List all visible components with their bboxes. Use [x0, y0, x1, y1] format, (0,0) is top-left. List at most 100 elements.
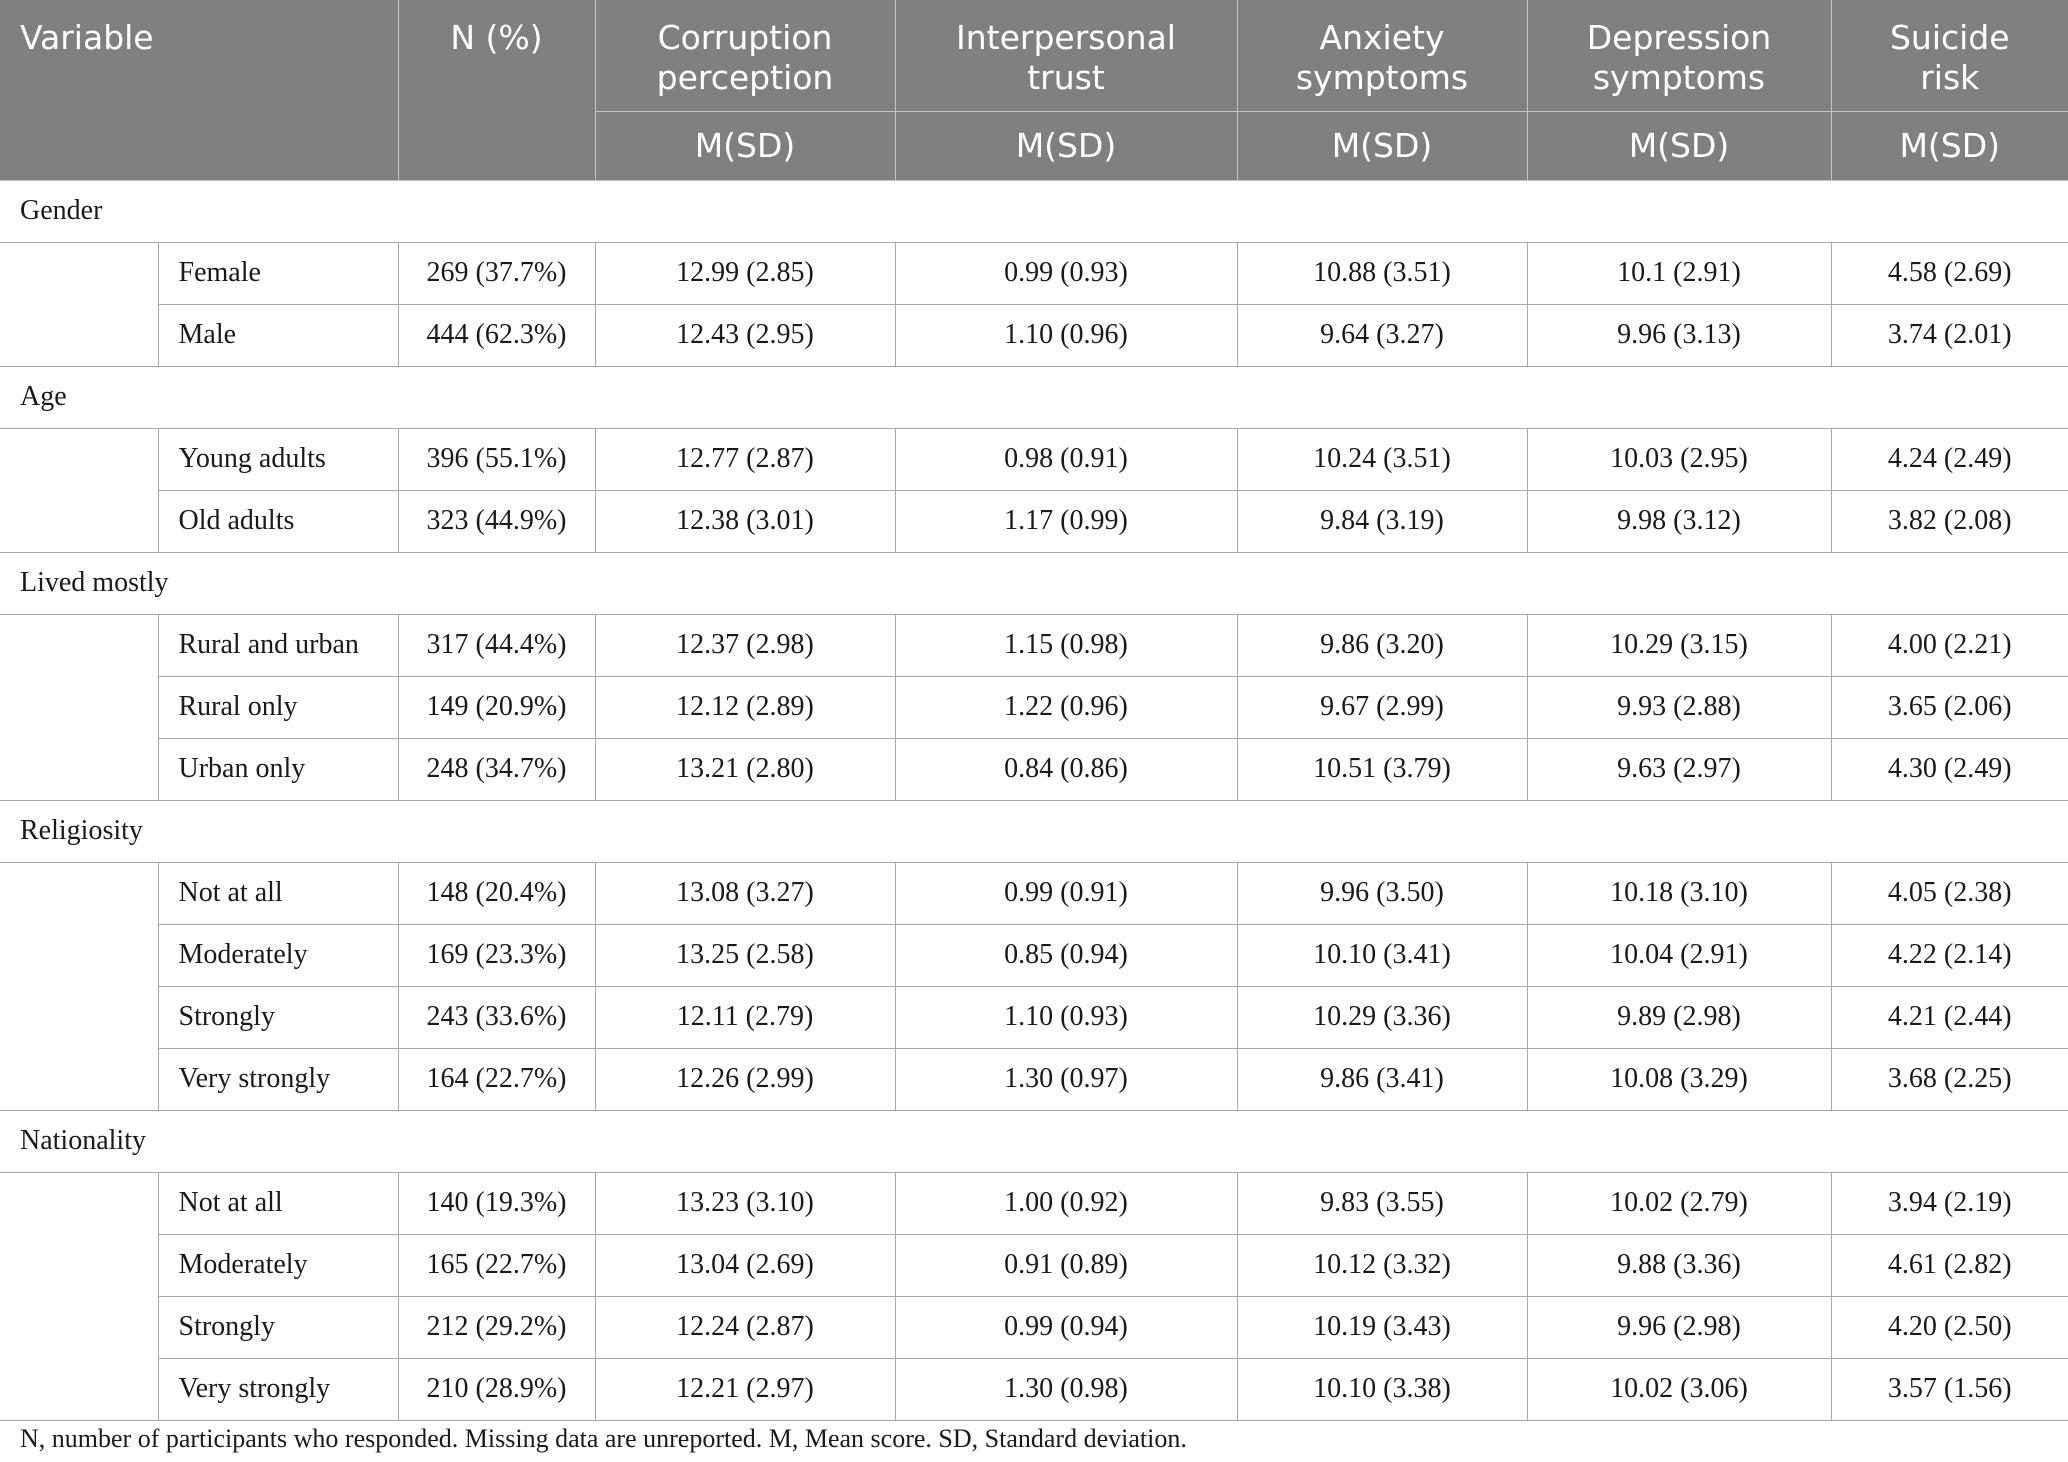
n-percent-cell: 210 (28.9%) — [397, 1357, 596, 1421]
value-cell: 1.00 (0.92) — [894, 1171, 1238, 1235]
value-cell: 10.24 (3.51) — [1236, 427, 1528, 491]
suicide-risk-header: Suicide risk — [1831, 0, 2068, 112]
msd-subheader: M(SD) — [1831, 111, 2068, 181]
value-cell: 13.04 (2.69) — [594, 1233, 896, 1297]
value-cell: 4.61 (2.82) — [1830, 1233, 2068, 1297]
value-cell: 3.68 (2.25) — [1830, 1047, 2068, 1111]
value-cell: 10.02 (2.79) — [1526, 1171, 1832, 1235]
value-cell: 12.37 (2.98) — [594, 613, 896, 677]
n-percent-cell: 140 (19.3%) — [397, 1171, 596, 1235]
n-percent-cell: 396 (55.1%) — [397, 427, 596, 491]
indent-cell — [0, 861, 159, 1111]
table-row: Not at all 140 (19.3%) 13.23 (3.10) 1.00 (0… — [0, 1171, 2068, 1421]
value-cell: 4.21 (2.44) — [1830, 985, 2068, 1049]
value-cell: 3.65 (2.06) — [1830, 675, 2068, 739]
n-percent-cell: 169 (23.3%) — [397, 923, 596, 987]
value-cell: 9.63 (2.97) — [1526, 737, 1832, 801]
n-percent-header: N (%) — [398, 0, 596, 181]
row-label: Strongly — [158, 985, 399, 1049]
n-percent-cell: 444 (62.3%) — [397, 303, 596, 367]
value-cell: 0.85 (0.94) — [894, 923, 1238, 987]
table-row: Moderately 165 (22.7%) 13.04 (2.69) 0.91 (0… — [0, 1233, 2068, 1297]
group-row: Lived mostly — [0, 551, 2068, 615]
table-header: Variable N (%) Corruption perception Inte… — [0, 0, 2068, 181]
value-cell: 12.11 (2.79) — [594, 985, 896, 1049]
value-cell: 12.24 (2.87) — [594, 1295, 896, 1359]
value-cell: 10.29 (3.15) — [1526, 613, 1832, 677]
value-cell: 10.1 (2.91) — [1526, 241, 1832, 305]
value-cell: 3.57 (1.56) — [1830, 1357, 2068, 1421]
table-row: Not at all 148 (20.4%) 13.08 (3.27) 0.99 (0… — [0, 861, 2068, 1111]
value-cell: 10.02 (3.06) — [1526, 1357, 1832, 1421]
table-row: Old adults 323 (44.9%) 12.38 (3.01) 1.17 (0… — [0, 489, 2068, 553]
descriptive-statistics-table: Variable N (%) Corruption perception Inte… — [0, 0, 2068, 1421]
value-cell: 10.04 (2.91) — [1526, 923, 1832, 987]
value-cell: 9.96 (3.50) — [1236, 861, 1528, 925]
row-label: Male — [158, 303, 399, 367]
table-row: Male 444 (62.3%) 12.43 (2.95) 1.10 (0.96) 9.… — [0, 303, 2068, 367]
value-cell: 10.51 (3.79) — [1236, 737, 1528, 801]
group-label: Lived mostly — [0, 551, 2068, 615]
value-cell: 10.18 (3.10) — [1526, 861, 1832, 925]
value-cell: 4.05 (2.38) — [1830, 861, 2068, 925]
value-cell: 10.19 (3.43) — [1236, 1295, 1528, 1359]
value-cell: 3.94 (2.19) — [1830, 1171, 2068, 1235]
indent-cell — [0, 427, 159, 553]
value-cell: 9.67 (2.99) — [1236, 675, 1528, 739]
value-cell: 10.03 (2.95) — [1526, 427, 1832, 491]
value-cell: 4.00 (2.21) — [1830, 613, 2068, 677]
value-cell: 13.23 (3.10) — [594, 1171, 896, 1235]
value-cell: 1.10 (0.93) — [894, 985, 1238, 1049]
table-row: Young adults 396 (55.1%) 12.77 (2.87) 0.98 … — [0, 427, 2068, 553]
value-cell: 12.12 (2.89) — [594, 675, 896, 739]
corruption-perception-header: Corruption perception — [595, 0, 896, 112]
value-cell: 10.12 (3.32) — [1236, 1233, 1528, 1297]
value-cell: 9.89 (2.98) — [1526, 985, 1832, 1049]
n-percent-cell: 212 (29.2%) — [397, 1295, 596, 1359]
indent-cell — [0, 1171, 159, 1421]
row-label: Moderately — [158, 923, 399, 987]
value-cell: 1.17 (0.99) — [894, 489, 1238, 553]
n-percent-cell: 165 (22.7%) — [397, 1233, 596, 1297]
value-cell: 9.88 (3.36) — [1526, 1233, 1832, 1297]
row-label: Not at all — [157, 1171, 399, 1235]
row-label: Very strongly — [158, 1357, 399, 1421]
value-cell: 9.93 (2.88) — [1526, 675, 1832, 739]
value-cell: 1.15 (0.98) — [894, 613, 1238, 677]
value-cell: 0.84 (0.86) — [894, 737, 1238, 801]
group-row: Nationality — [0, 1109, 2068, 1173]
table-row: Strongly 243 (33.6%) 12.11 (2.79) 1.10 (0.9… — [0, 985, 2068, 1049]
table-row: Urban only 248 (34.7%) 13.21 (2.80) 0.84 (0… — [0, 737, 2068, 801]
value-cell: 0.98 (0.91) — [894, 427, 1238, 491]
depression-symptoms-header: Depression symptoms — [1527, 0, 1832, 112]
value-cell: 9.83 (3.55) — [1236, 1171, 1528, 1235]
n-percent-cell: 317 (44.4%) — [397, 613, 596, 677]
value-cell: 13.21 (2.80) — [594, 737, 896, 801]
row-label: Urban only — [158, 737, 399, 801]
value-cell: 4.30 (2.49) — [1830, 737, 2068, 801]
value-cell: 9.86 (3.20) — [1236, 613, 1528, 677]
table-row: Rural only 149 (20.9%) 12.12 (2.89) 1.22 (0… — [0, 675, 2068, 739]
row-label: Female — [157, 241, 399, 305]
group-label: Gender — [0, 179, 2068, 243]
value-cell: 12.77 (2.87) — [594, 427, 896, 491]
value-cell: 4.24 (2.49) — [1830, 427, 2068, 491]
value-cell: 13.25 (2.58) — [594, 923, 896, 987]
row-label: Not at all — [157, 861, 399, 925]
value-cell: 9.98 (3.12) — [1526, 489, 1832, 553]
value-cell: 9.64 (3.27) — [1236, 303, 1528, 367]
n-percent-cell: 148 (20.4%) — [397, 861, 596, 925]
value-cell: 12.26 (2.99) — [594, 1047, 896, 1111]
interpersonal-trust-header: Interpersonal trust — [895, 0, 1238, 112]
value-cell: 10.88 (3.51) — [1236, 241, 1528, 305]
value-cell: 1.30 (0.98) — [894, 1357, 1238, 1421]
table-row: Very strongly 210 (28.9%) 12.21 (2.97) 1.30… — [0, 1357, 2068, 1421]
group-label: Nationality — [0, 1109, 2068, 1173]
value-cell: 9.84 (3.19) — [1236, 489, 1528, 553]
value-cell: 3.74 (2.01) — [1830, 303, 2068, 367]
value-cell: 10.10 (3.38) — [1236, 1357, 1528, 1421]
msd-subheader: M(SD) — [1527, 111, 1832, 181]
group-label: Religiosity — [0, 799, 2068, 863]
msd-subheader: M(SD) — [1237, 111, 1528, 181]
table-row: Strongly 212 (29.2%) 12.24 (2.87) 0.99 (0.9… — [0, 1295, 2068, 1359]
